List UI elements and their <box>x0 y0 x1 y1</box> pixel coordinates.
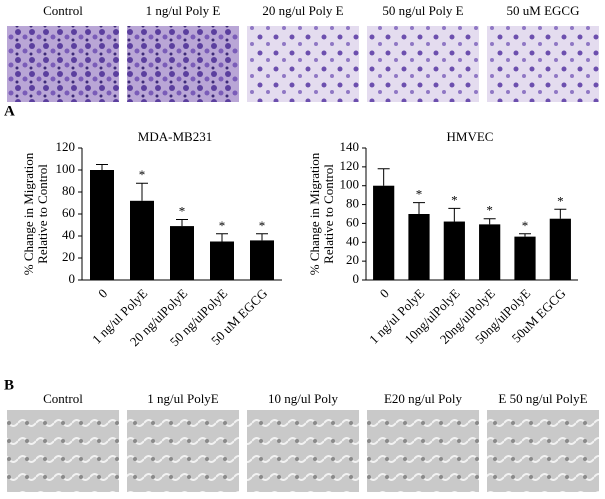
image-label: E20 ng/ul Poly <box>384 391 463 406</box>
y-tick-label: 120 <box>340 158 360 173</box>
error-bar <box>136 182 148 201</box>
micrograph <box>487 410 599 492</box>
error-bar <box>256 233 268 241</box>
micrograph <box>367 26 479 102</box>
error-bar <box>519 233 531 237</box>
significance-mark: * <box>139 167 146 182</box>
error-bar <box>216 233 228 242</box>
significance-mark: * <box>486 203 493 218</box>
panel-label: B <box>4 377 14 393</box>
error-bar <box>176 219 188 227</box>
micrograph <box>367 410 479 492</box>
significance-mark: * <box>416 187 423 202</box>
micrograph <box>127 26 239 102</box>
micrograph <box>127 410 239 492</box>
image-label: 10 ng/ul Poly <box>268 391 339 406</box>
micrograph <box>7 410 119 492</box>
y-axis-label: Relative to Control <box>35 164 50 264</box>
micrograph <box>247 26 359 102</box>
significance-mark: * <box>557 193 564 208</box>
significance-mark: * <box>259 218 266 233</box>
y-tick-label: 0 <box>69 271 76 286</box>
bar <box>90 170 114 280</box>
y-tick-label: 80 <box>346 196 359 211</box>
y-tick-label: 0 <box>353 271 360 286</box>
error-bar <box>96 164 108 170</box>
x-tick-label: 0 <box>95 286 110 301</box>
image-label: Control <box>43 391 83 406</box>
image-label: 50 ng/ul Poly E <box>382 3 463 18</box>
bar <box>250 240 274 280</box>
bar <box>514 236 536 280</box>
image-label: 20 ng/ul Poly E <box>262 3 343 18</box>
y-tick-label: 20 <box>346 252 359 267</box>
bar <box>443 221 465 280</box>
y-tick-label: 60 <box>346 214 359 229</box>
y-tick-label: 20 <box>62 249 75 264</box>
chart-title: MDA-MB231 <box>138 129 212 144</box>
y-tick-label: 120 <box>56 139 76 154</box>
y-tick-label: 80 <box>62 183 75 198</box>
micrograph <box>487 26 599 102</box>
error-bar <box>413 202 425 214</box>
image-label: 1 ng/ul PolyE <box>147 391 219 406</box>
chart-title: HMVEC <box>447 129 494 144</box>
y-tick-label: 140 <box>340 139 360 154</box>
bar <box>373 185 395 280</box>
image-label: 50 uM EGCG <box>507 3 580 18</box>
y-tick-label: 100 <box>340 177 360 192</box>
micrograph <box>7 26 119 102</box>
image-label: E 50 ng/ul PolyE <box>498 391 587 406</box>
y-axis-label: % Change in Migration <box>307 152 322 275</box>
bar <box>210 241 234 280</box>
y-axis-label: Relative to Control <box>321 164 336 264</box>
error-bar <box>483 218 496 225</box>
micrograph <box>247 410 359 492</box>
x-tick-label: 0 <box>377 286 392 301</box>
significance-mark: * <box>522 218 529 233</box>
bar <box>549 218 571 280</box>
significance-mark: * <box>179 203 186 218</box>
significance-mark: * <box>451 192 458 207</box>
y-tick-label: 100 <box>56 161 76 176</box>
image-label: 1 ng/ul Poly E <box>146 3 221 18</box>
panel-label: A <box>4 103 15 119</box>
bar <box>170 226 194 280</box>
y-tick-label: 60 <box>62 205 75 220</box>
significance-mark: * <box>219 218 226 233</box>
error-bar <box>448 207 461 222</box>
image-label: Control <box>43 3 83 18</box>
y-tick-label: 40 <box>62 227 75 242</box>
y-axis-label: % Change in Migration <box>21 152 36 275</box>
y-tick-label: 40 <box>346 233 359 248</box>
bar <box>479 224 501 280</box>
error-bar <box>377 168 390 186</box>
error-bar <box>554 208 567 219</box>
bar <box>130 200 154 280</box>
bar <box>408 214 430 280</box>
